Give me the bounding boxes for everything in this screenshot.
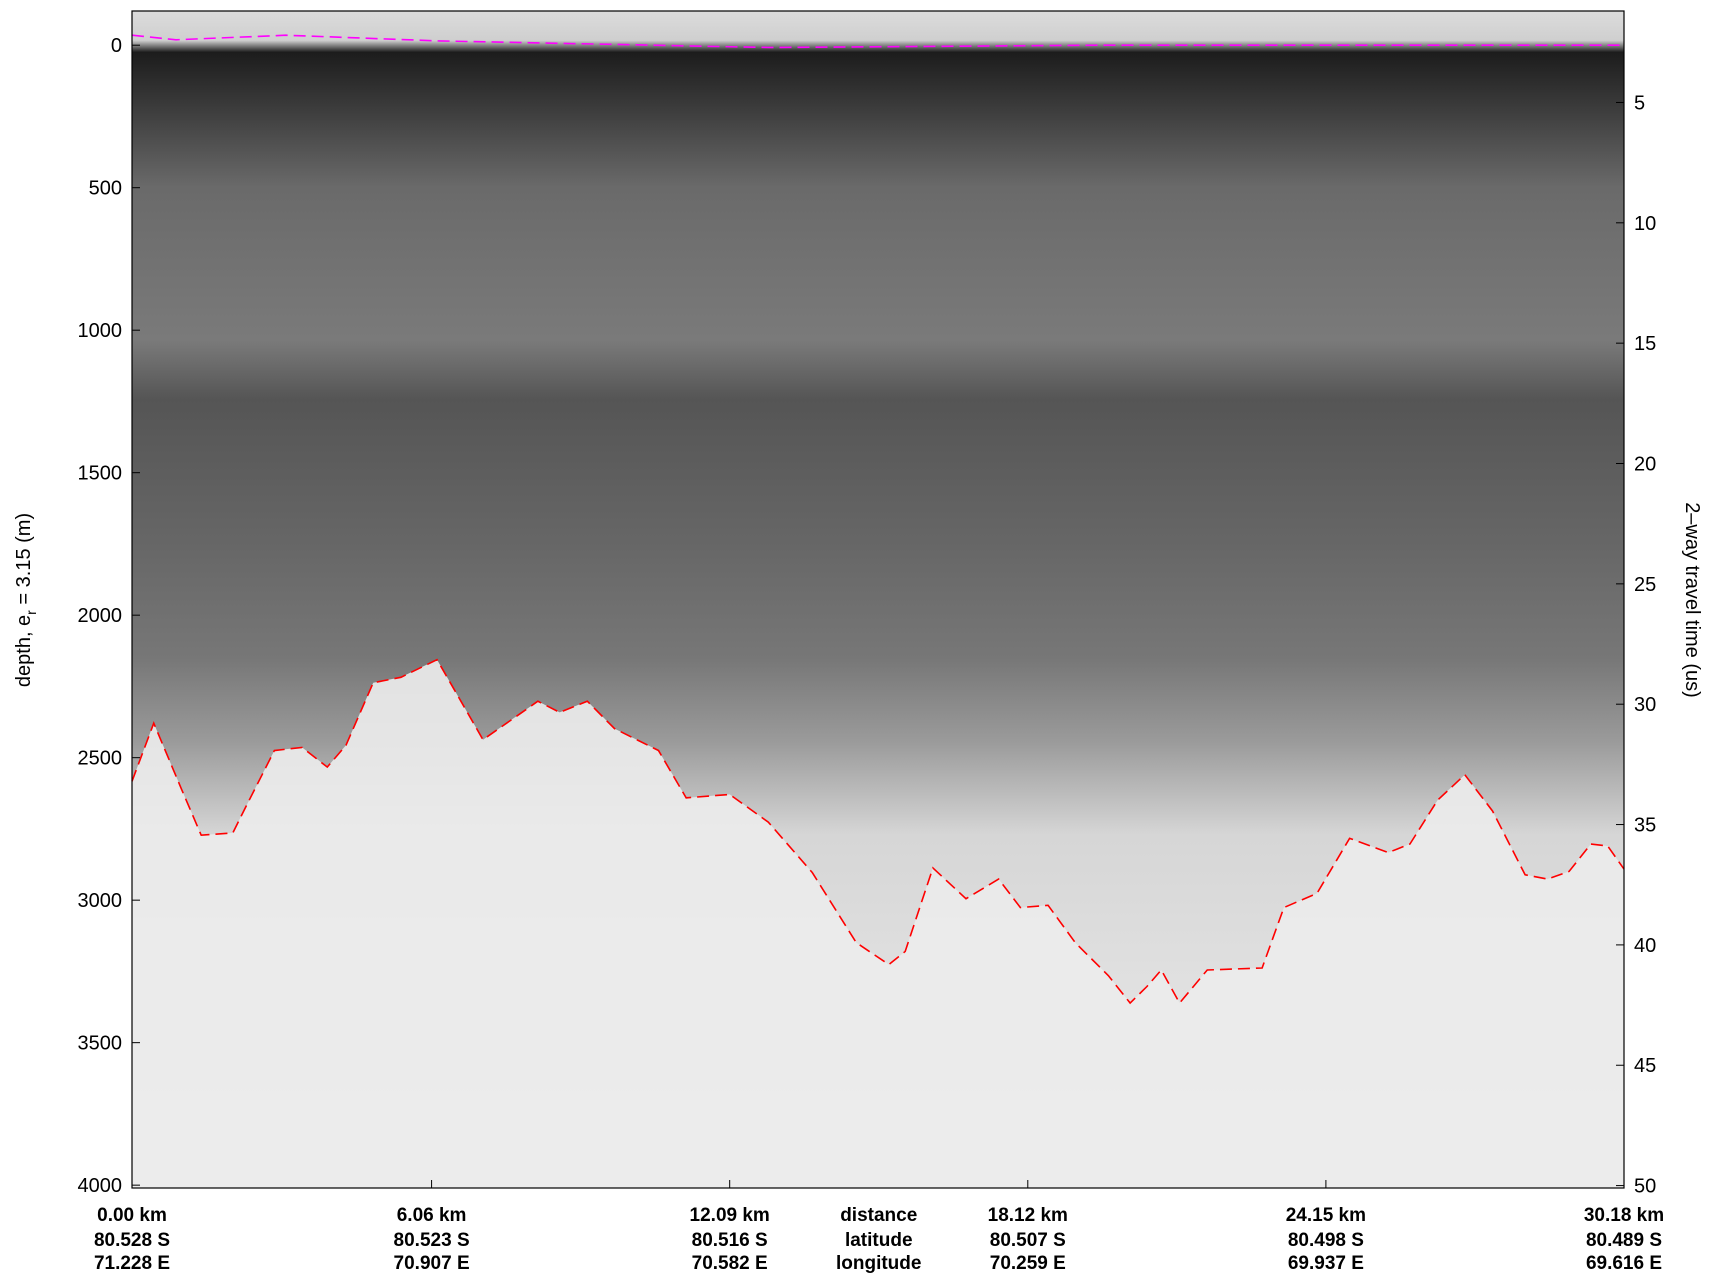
y2-tick-label: 30: [1634, 694, 1656, 716]
x-tick-label: 18.12 km: [988, 1205, 1068, 1226]
y2-tick-label: 20: [1634, 454, 1656, 476]
x-tick-label: 30.18 km: [1584, 1205, 1664, 1226]
y-axis-label: depth, er = 3.15 (m): [13, 513, 39, 687]
y-label-subscript: r: [23, 610, 39, 615]
plot-frame: [131, 10, 1625, 1189]
latitude-label: 80.528 S: [94, 1230, 170, 1251]
y2-tick-label: 10: [1634, 213, 1656, 235]
longitude-label: 69.616 E: [1586, 1253, 1662, 1273]
x-row-label: latitude: [845, 1230, 913, 1251]
bed-area: [132, 659, 1624, 1188]
y-label-part: = 3.15 (m): [13, 513, 35, 610]
y2-tick-label: 50: [1634, 1176, 1656, 1198]
x-row-label: longitude: [836, 1253, 921, 1273]
y2-tick-label: 35: [1634, 815, 1656, 837]
latitude-label: 80.489 S: [1586, 1230, 1662, 1251]
y-tick-label: 0: [111, 35, 122, 57]
y-tick-label: 500: [89, 178, 122, 200]
x-tick-label: 0.00 km: [97, 1205, 167, 1226]
y2-tick-label: 25: [1634, 574, 1656, 596]
y-tick-label: 1500: [78, 463, 123, 485]
y2-tick-label: 15: [1634, 333, 1656, 355]
y-tick-label: 3500: [78, 1033, 123, 1055]
latitude-label: 80.516 S: [692, 1230, 768, 1251]
x-tick-label: 6.06 km: [397, 1205, 467, 1226]
y-tick-label: 4000: [78, 1175, 123, 1197]
y2-axis-label: 2–way travel time (us): [1681, 502, 1703, 698]
y-tick-label: 1000: [78, 320, 123, 342]
longitude-label: 69.937 E: [1288, 1253, 1364, 1273]
longitude-label: 70.907 E: [394, 1253, 470, 1273]
y2-tick-label: 5: [1634, 92, 1645, 114]
x-tick-label: 12.09 km: [690, 1205, 770, 1226]
longitude-label: 70.259 E: [990, 1253, 1066, 1273]
y-tick-label: 2500: [78, 748, 123, 770]
latitude-label: 80.498 S: [1288, 1230, 1364, 1251]
latitude-label: 80.523 S: [394, 1230, 470, 1251]
latitude-label: 80.507 S: [990, 1230, 1066, 1251]
y2-tick-label: 40: [1634, 935, 1656, 957]
y2-tick-label: 45: [1634, 1055, 1656, 1077]
longitude-label: 71.228 E: [94, 1253, 170, 1273]
trace-line: [131, 34, 1624, 49]
x-row-label: distance: [840, 1205, 917, 1226]
y-label-part: depth, e: [13, 615, 35, 687]
y-tick-label: 3000: [78, 890, 123, 912]
y-tick-label: 2000: [78, 605, 123, 627]
trace-line: [131, 658, 1625, 1005]
longitude-label: 70.582 E: [692, 1253, 768, 1273]
x-tick-label: 24.15 km: [1286, 1205, 1366, 1226]
